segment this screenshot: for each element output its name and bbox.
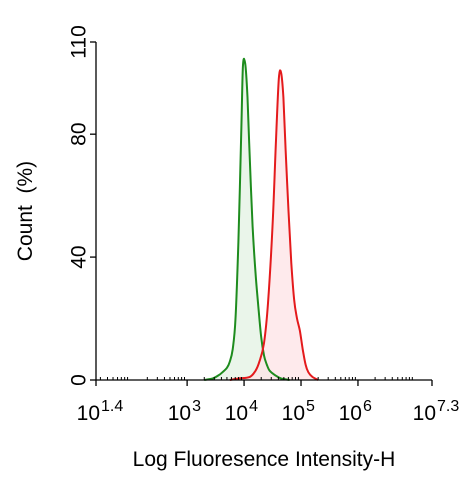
- x-tick-label: 10: [413, 402, 436, 425]
- series-2-line: [229, 69, 319, 381]
- x-tick-label: 10: [339, 402, 362, 425]
- x-tick-exponent: 3: [192, 398, 201, 415]
- series-2-fill: [229, 70, 319, 380]
- series-1-fill: [204, 58, 290, 380]
- x-tick-label: 10: [168, 402, 191, 425]
- x-tick-exponent: 1.4: [101, 398, 123, 415]
- y-axis-label: Count (%): [14, 161, 37, 261]
- y-tick-label: 110: [68, 25, 91, 58]
- y-tick-label: 40: [68, 245, 91, 268]
- x-axis-label: Log Fluoresence Intensity-H: [133, 448, 396, 471]
- x-tick-exponent: 5: [306, 398, 315, 415]
- x-tick-label: 10: [282, 402, 305, 425]
- x-tick-label: 10: [225, 402, 248, 425]
- x-tick-exponent: 4: [249, 398, 258, 415]
- series-1-line: [203, 57, 290, 381]
- y-tick-label: 80: [68, 123, 91, 146]
- x-tick-exponent: 6: [363, 398, 372, 415]
- x-tick-exponent: 7.3: [437, 398, 459, 415]
- y-tick-label: 0: [68, 374, 91, 386]
- x-tick-label: 10: [77, 402, 100, 425]
